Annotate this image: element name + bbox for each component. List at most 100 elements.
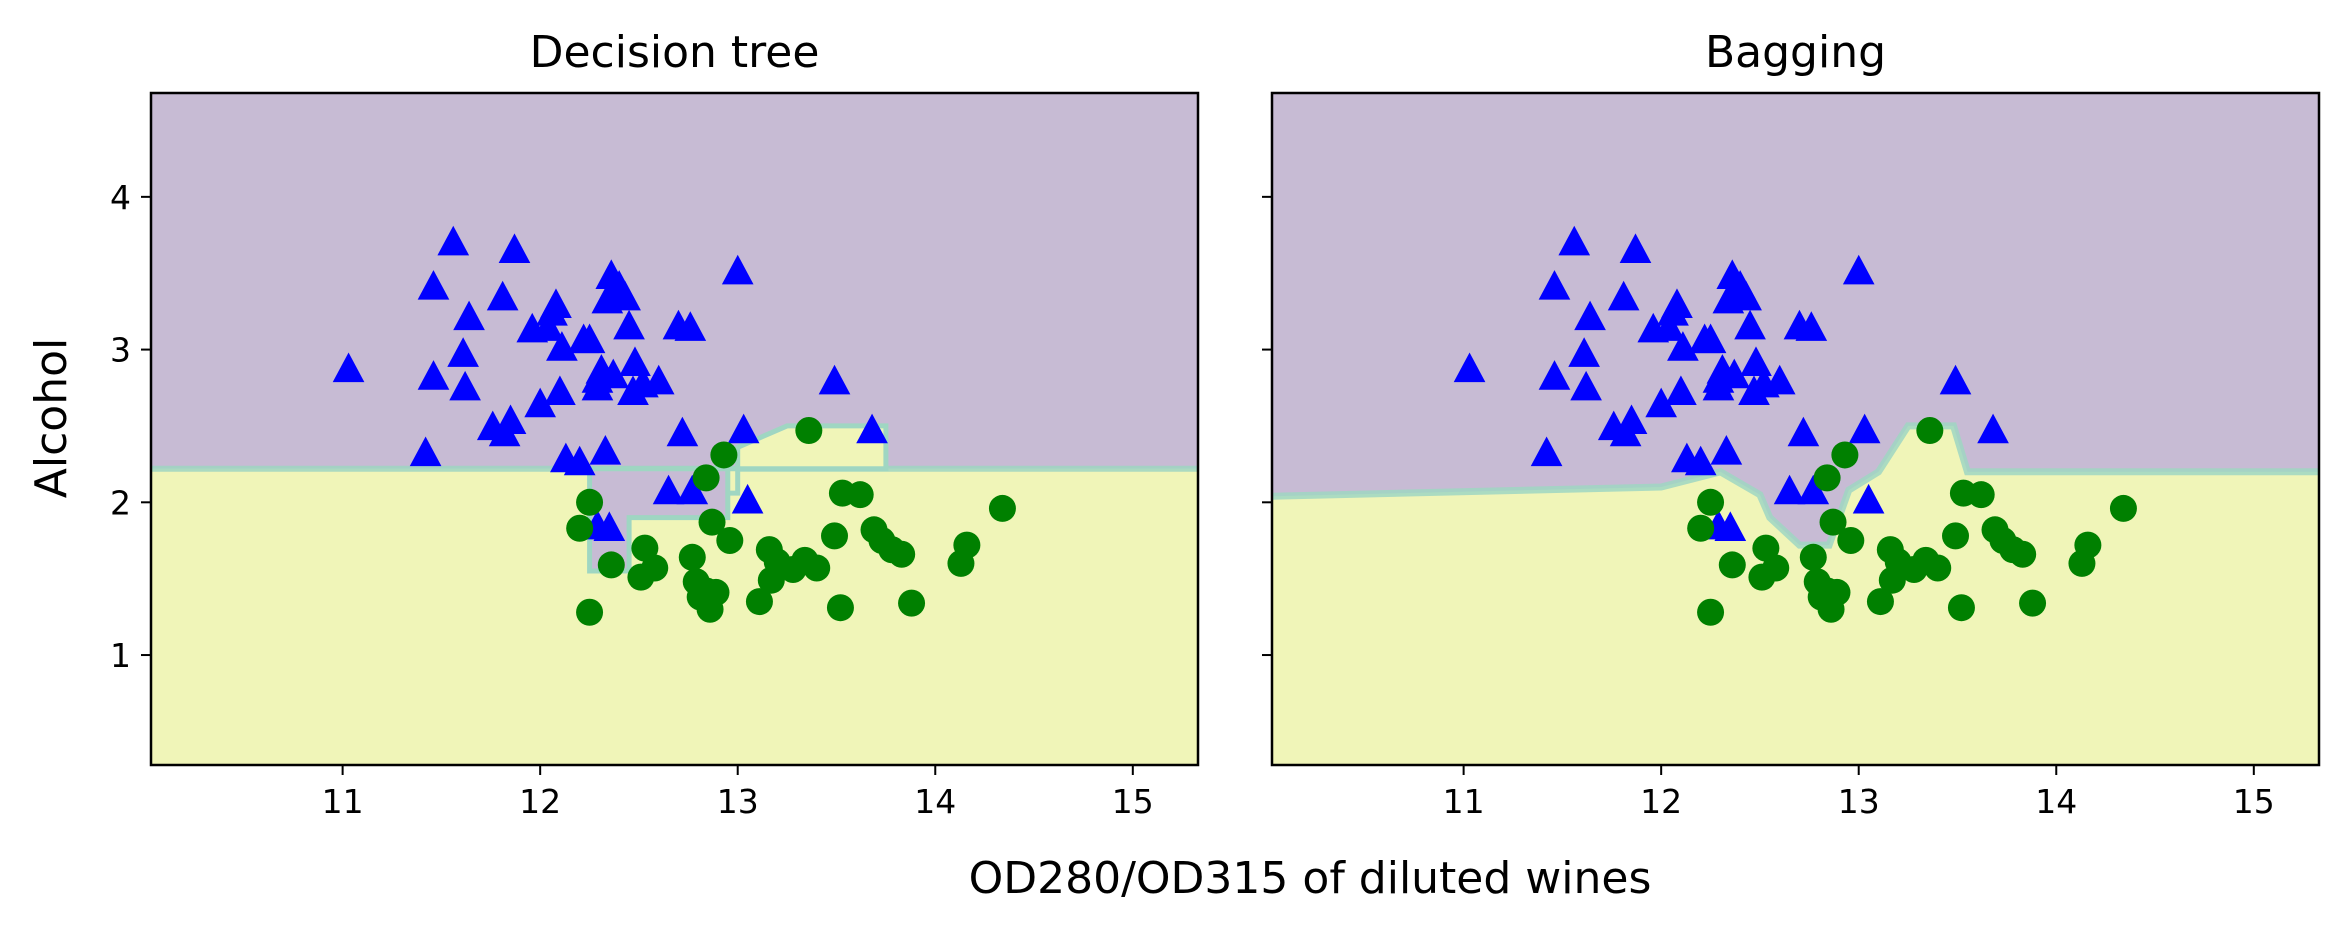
triangle-point bbox=[731, 483, 764, 514]
triangle-point bbox=[1977, 413, 2009, 444]
triangle-point bbox=[498, 233, 531, 263]
y-tick-label: 4 bbox=[110, 178, 131, 217]
circle-point bbox=[745, 588, 773, 616]
panel-title: Bagging bbox=[1705, 27, 1886, 78]
triangle-point bbox=[1939, 364, 1972, 395]
decision-regions bbox=[1272, 93, 2319, 765]
triangle-point bbox=[1852, 483, 1885, 514]
triangle-point bbox=[1763, 364, 1796, 395]
y-axis-label: Alcohol bbox=[26, 338, 77, 498]
triangle-point bbox=[1619, 233, 1652, 263]
circle-point bbox=[1942, 522, 1970, 550]
triangle-point bbox=[563, 445, 596, 476]
y-tick-label: 3 bbox=[110, 331, 131, 370]
circle-point bbox=[795, 417, 823, 445]
triangle-point bbox=[409, 436, 442, 467]
circle-point bbox=[576, 598, 604, 626]
triangle-point bbox=[856, 413, 888, 444]
circle-point bbox=[1831, 441, 1859, 469]
circle-point bbox=[716, 526, 744, 554]
x-axis-label: OD280/OD315 of diluted wines bbox=[969, 853, 1652, 904]
triangle-point bbox=[1734, 309, 1766, 340]
triangle-point bbox=[666, 416, 699, 447]
circle-point bbox=[1866, 588, 1894, 616]
triangle-point bbox=[1848, 413, 1881, 444]
circle-point bbox=[1697, 598, 1725, 626]
circle-point bbox=[826, 594, 854, 622]
triangle-point bbox=[589, 435, 622, 465]
triangle-point bbox=[449, 370, 481, 401]
x-tick-label: 15 bbox=[1112, 782, 1154, 821]
triangle-point bbox=[1694, 323, 1727, 354]
x-tick-label: 11 bbox=[322, 782, 364, 821]
triangle-point bbox=[332, 352, 365, 383]
circle-point bbox=[678, 543, 706, 571]
circle-point bbox=[1967, 481, 1995, 509]
axes-frame bbox=[1270, 91, 2321, 767]
triangle-point bbox=[1684, 445, 1717, 476]
triangle-point bbox=[1653, 311, 1685, 341]
y-tick-label: 1 bbox=[110, 636, 131, 675]
circle-point bbox=[803, 554, 831, 582]
triangle-point bbox=[453, 300, 485, 331]
panel-title: Decision tree bbox=[530, 27, 820, 78]
circle-point bbox=[846, 481, 874, 509]
circle-point bbox=[988, 494, 1016, 522]
circle-point bbox=[698, 508, 726, 536]
triangle-point bbox=[546, 331, 578, 361]
triangle-point bbox=[593, 511, 626, 541]
x-tick-label: 12 bbox=[1640, 782, 1682, 821]
data-points bbox=[332, 225, 1016, 626]
circle-point bbox=[2109, 494, 2137, 522]
circle-point bbox=[888, 540, 916, 568]
x-tick-label: 13 bbox=[717, 782, 759, 821]
circle-point bbox=[1916, 417, 1944, 445]
triangle-point bbox=[1661, 288, 1693, 318]
circle-point bbox=[1687, 514, 1715, 542]
triangle-point bbox=[1730, 280, 1762, 311]
triangle-point bbox=[642, 364, 675, 395]
triangle-point bbox=[1607, 280, 1640, 311]
triangle-point bbox=[417, 360, 450, 390]
circle-point bbox=[1819, 508, 1847, 536]
triangle-point bbox=[609, 280, 641, 311]
circle-point bbox=[1947, 594, 1975, 622]
panel-bagging: 11 12 13 14 15 Bagging bbox=[1262, 27, 2321, 821]
decision-regions bbox=[151, 93, 1198, 765]
triangle-point bbox=[486, 280, 519, 311]
triangle-point bbox=[540, 288, 572, 318]
triangle-point bbox=[1453, 352, 1486, 383]
triangle-point bbox=[447, 337, 479, 367]
circle-point bbox=[1837, 526, 1865, 554]
triangle-point bbox=[494, 404, 527, 435]
circle-point bbox=[1799, 543, 1827, 571]
triangle-point bbox=[417, 270, 450, 300]
axes-frame bbox=[149, 91, 1200, 767]
triangle-point bbox=[1787, 416, 1820, 447]
circle-point bbox=[1718, 551, 1746, 579]
triangle-point bbox=[1795, 311, 1828, 341]
triangle-point bbox=[544, 375, 576, 406]
triangle-point bbox=[674, 311, 707, 341]
circle-point bbox=[597, 551, 625, 579]
triangle-point bbox=[1568, 337, 1600, 367]
circle-point bbox=[1823, 578, 1851, 606]
triangle-point bbox=[727, 413, 760, 444]
circle-point bbox=[1924, 554, 1952, 582]
decision-boundary bbox=[1272, 422, 2319, 549]
triangle-point bbox=[1558, 225, 1591, 256]
x-tick-label: 13 bbox=[1838, 782, 1880, 821]
circle-point bbox=[1813, 464, 1841, 492]
triangle-point bbox=[532, 311, 564, 341]
circle-point bbox=[1697, 488, 1725, 516]
triangle-point bbox=[573, 323, 606, 354]
triangle-point bbox=[1538, 360, 1571, 390]
x-tick-label: 14 bbox=[2035, 782, 2077, 821]
circle-point bbox=[898, 589, 926, 617]
triangle-point bbox=[1530, 436, 1563, 467]
x-tick-label: 11 bbox=[1443, 782, 1485, 821]
x-tick-label: 15 bbox=[2233, 782, 2275, 821]
circle-point bbox=[2074, 531, 2102, 559]
circle-point bbox=[821, 522, 849, 550]
